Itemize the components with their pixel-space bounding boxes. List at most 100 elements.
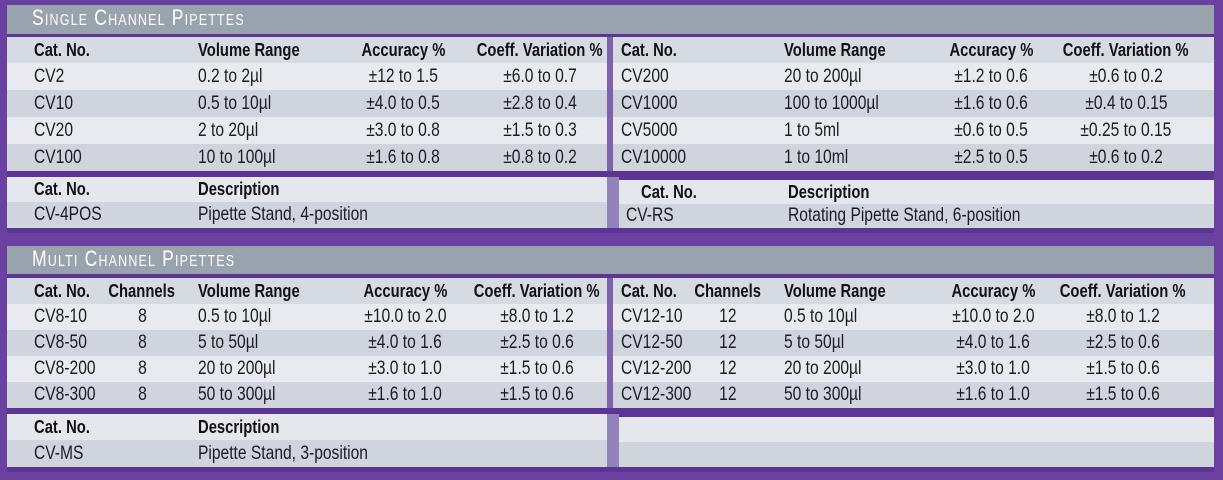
cell-text: 12 xyxy=(719,305,737,328)
table-cell: ±1.6 to 1.0 xyxy=(343,382,467,408)
cell-text: ±2.5 to 0.6 xyxy=(1086,331,1160,354)
table-cell: ±4.0 to 1.6 xyxy=(343,330,467,356)
cell-text: ±0.8 to 0.2 xyxy=(503,145,577,168)
table-cell: CV5000 xyxy=(613,117,778,144)
table-header-row: Cat. No. Channels Volume Range Accuracy % Co… xyxy=(613,278,1214,304)
cell-text: Cat. No. xyxy=(34,178,90,200)
cell-text: CV8-50 xyxy=(34,331,87,354)
table-cell: 5 to 50µl xyxy=(753,330,923,356)
table-cell: ±0.6 to 0.5 xyxy=(923,117,1059,144)
table-cell: CV8-200 xyxy=(7,356,112,382)
table-cell: CV10000 xyxy=(613,144,778,171)
table-cell: 10 to 100µl xyxy=(198,144,333,171)
table-cell: ±2.5 to 0.5 xyxy=(923,144,1059,171)
cell-text: 50 to 300µl xyxy=(784,383,862,406)
cell-text: Accuracy % xyxy=(363,279,447,301)
cell-text: ±3.0 to 1.0 xyxy=(956,357,1030,380)
cell-text: ±2.5 to 0.6 xyxy=(500,331,574,354)
table-row: CV8-50 8 5 to 50µl ±4.0 to 1.6 ±2.5 to 0.6 xyxy=(7,330,607,356)
column-header-cell: Cat. No. xyxy=(7,37,198,63)
cell-text: ±4.0 to 1.6 xyxy=(956,331,1030,354)
section-single-channel: Single Channel Pipettes Cat. No. Volume R… xyxy=(7,5,1214,233)
cell-text: Channels xyxy=(108,279,176,301)
column-header-cell: Cat. No. xyxy=(7,177,171,202)
cell-text: CV10 xyxy=(34,91,74,114)
accessory-table-empty xyxy=(619,414,1214,467)
table-gutter xyxy=(607,177,619,228)
table-cell: CV1000 xyxy=(613,90,778,117)
table-cell: 2 to 20µl xyxy=(198,117,333,144)
table-cell: 50 to 300µl xyxy=(172,382,343,408)
cell-text: Accuracy % xyxy=(951,279,1035,301)
table-cell: 8 xyxy=(112,356,172,382)
cell-text: Description xyxy=(788,180,870,202)
table-cell: CV100 xyxy=(7,144,198,171)
cell-text: ±1.5 to 0.6 xyxy=(1086,357,1160,380)
cell-text: ±0.6 to 0.5 xyxy=(954,118,1028,141)
cell-text: 20 to 200µl xyxy=(198,357,276,380)
cell-text: 12 xyxy=(719,331,737,354)
cell-text: ±1.5 to 0.6 xyxy=(1086,383,1160,406)
table-cell: CV-4POS xyxy=(7,202,171,228)
table-row: CV12-50 12 5 to 50µl ±4.0 to 1.6 ±2.5 to 0.6 xyxy=(613,330,1214,356)
table-cell: CV12-300 xyxy=(613,382,703,408)
column-header-cell: Description xyxy=(171,177,607,202)
table-cell: 1 to 10ml xyxy=(778,144,923,171)
table-gutter xyxy=(607,37,613,171)
cell-text: ±0.6 to 0.2 xyxy=(1089,145,1163,168)
section-header-bar: Single Channel Pipettes xyxy=(7,5,1214,37)
cell-text: 0.2 to 2µl xyxy=(198,64,263,87)
table-cell: CV12-200 xyxy=(613,356,703,382)
cell-text: 10 to 100µl xyxy=(198,145,276,168)
table-cell: CV-RS xyxy=(619,204,766,228)
section-title: Multi Channel Pipettes xyxy=(32,245,236,271)
cell-text: Cat. No. xyxy=(621,38,677,60)
accessory-table-left: Cat. No. Description CV-4POS Pipette Stand,… xyxy=(7,177,607,228)
table-cell: ±3.0 to 0.8 xyxy=(333,117,473,144)
cell-text: 8 xyxy=(137,331,147,354)
table-cell: 8 xyxy=(112,330,172,356)
accessory-table-right: Cat. No. Description CV-RS Rotating Pipette… xyxy=(619,177,1214,228)
cell-text: 20 to 200µl xyxy=(784,64,862,87)
table-cell xyxy=(766,442,1214,467)
cell-text: 8 xyxy=(137,305,147,328)
cell-text: ±0.6 to 0.2 xyxy=(1089,64,1163,87)
table-cell: CV12-50 xyxy=(613,330,703,356)
table-header-row: Cat. No. Description xyxy=(7,177,607,202)
cell-text: Pipette Stand, 4-position xyxy=(198,203,368,226)
cell-text: Coeff. Variation % xyxy=(477,38,603,60)
table-row: CV-RS Rotating Pipette Stand, 6-position xyxy=(619,204,1214,228)
column-header-cell: Description xyxy=(171,414,607,440)
table-cell: 1 to 5ml xyxy=(778,117,923,144)
column-header-cell: Accuracy % xyxy=(923,37,1059,63)
cell-text: Coeff. Variation % xyxy=(474,279,600,301)
table-cell: ±1.6 to 0.6 xyxy=(923,90,1059,117)
table-cell: ±2.5 to 0.6 xyxy=(467,330,607,356)
table-cell: ±1.5 to 0.6 xyxy=(1063,382,1214,408)
cell-text: ±3.0 to 1.0 xyxy=(368,357,442,380)
column-header-cell: Volume Range xyxy=(753,278,923,304)
table-cell: CV200 xyxy=(613,63,778,90)
cell-text: CV12-200 xyxy=(621,357,692,380)
cell-text: 12 xyxy=(719,357,737,380)
cell-text: CV200 xyxy=(621,64,669,87)
cell-text: Cat. No. xyxy=(34,415,90,437)
column-header-cell: Accuracy % xyxy=(333,37,473,63)
column-header-cell: Volume Range xyxy=(172,278,343,304)
column-header-cell: Coeff. Variation % xyxy=(1060,278,1214,304)
cell-text: 0.5 to 10µl xyxy=(198,305,272,328)
cell-text: Volume Range xyxy=(198,279,300,301)
column-header-cell: Cat. No. xyxy=(7,278,112,304)
table-cell: 0.5 to 10µl xyxy=(172,304,343,330)
table-cell: ±0.6 to 0.2 xyxy=(1059,63,1214,90)
table-cell: ±1.2 to 0.6 xyxy=(923,63,1059,90)
table-cell: 5 to 50µl xyxy=(172,330,343,356)
table-cell: 100 to 1000µl xyxy=(778,90,923,117)
column-header-cell: Cat. No. xyxy=(619,180,766,204)
table-cell: 0.5 to 10µl xyxy=(198,90,333,117)
cell-text: 50 to 300µl xyxy=(198,383,276,406)
table-cell: ±6.0 to 0.7 xyxy=(473,63,607,90)
table-cell: ±1.5 to 0.3 xyxy=(473,117,607,144)
table-cell: ±0.8 to 0.2 xyxy=(473,144,607,171)
table-cell: CV8-50 xyxy=(7,330,112,356)
